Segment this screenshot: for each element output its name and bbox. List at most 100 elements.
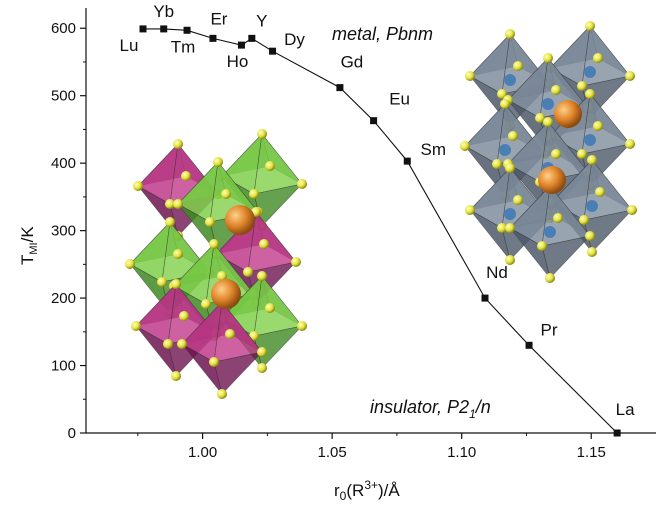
- oxygen-atom: [173, 199, 183, 209]
- oxygen-atom: [593, 53, 603, 63]
- gray-octahedron: [505, 181, 595, 283]
- oxygen-atom: [217, 271, 227, 281]
- y-tick-label: 0: [68, 425, 76, 442]
- point-label-sm: Sm: [421, 140, 447, 159]
- oxygen-atom: [579, 215, 589, 225]
- oxygen-atom: [243, 267, 253, 277]
- oxygen-atom: [221, 189, 231, 199]
- oxygen-atom: [505, 223, 515, 233]
- oxygen-atom: [297, 179, 307, 189]
- oxygen-atom: [225, 329, 235, 339]
- metal-center-atom: [586, 200, 598, 212]
- point-label-er: Er: [210, 9, 227, 28]
- octahedron-face: [253, 133, 303, 195]
- oxygen-atom: [513, 195, 523, 205]
- oxygen-atom: [587, 155, 597, 165]
- oxygen-atom: [165, 217, 175, 227]
- oxygen-atom: [577, 149, 587, 159]
- point-label-nd: Nd: [486, 263, 508, 282]
- point-label-y: Y: [256, 11, 267, 30]
- metal-phase-annotation: metal, Pbnm: [332, 24, 433, 44]
- oxygen-atom: [201, 299, 211, 309]
- oxygen-atom: [585, 89, 595, 99]
- cation-sphere: [554, 100, 582, 128]
- data-point-gd: [336, 84, 344, 92]
- oxygen-atom: [265, 303, 275, 313]
- oxygen-atom: [460, 141, 470, 151]
- point-label-dy: Dy: [284, 30, 305, 49]
- data-point-nd: [481, 294, 489, 302]
- oxygen-atom: [505, 255, 515, 265]
- data-point-sm: [403, 157, 411, 165]
- oxygen-atom: [505, 29, 515, 39]
- point-label-gd: Gd: [341, 53, 364, 72]
- metal-center-atom: [584, 134, 596, 146]
- magenta-octahedron: [177, 297, 267, 399]
- x-tick-label: 1.15: [577, 444, 606, 461]
- data-point-la: [613, 429, 621, 437]
- oxygen-atom: [593, 121, 603, 131]
- data-point-lu: [139, 25, 147, 33]
- oxygen-atom: [545, 273, 555, 283]
- metal-center-atom: [542, 98, 554, 110]
- y-tick-label: 400: [51, 155, 76, 172]
- x-tick-label: 1.00: [188, 444, 217, 461]
- oxygen-atom: [543, 53, 553, 63]
- octahedron-face: [541, 235, 591, 279]
- y-axis-title: TMI/K: [18, 226, 40, 265]
- data-point-eu: [370, 117, 378, 125]
- oxygen-atom: [537, 241, 547, 251]
- oxygen-atom: [585, 231, 595, 241]
- oxygen-atom: [551, 85, 561, 95]
- oxygen-atom: [257, 129, 267, 139]
- data-series: Lu Yb Tm Er Ho Y Dy Gd Eu Sm Nd Pr La: [120, 2, 635, 437]
- oxygen-atom: [181, 171, 191, 181]
- x-axis-title: r0(R3+)/Å: [334, 478, 400, 503]
- oxygen-atom: [465, 71, 475, 81]
- oxygen-atom: [171, 371, 181, 381]
- oxygen-atom: [585, 21, 595, 31]
- oxygen-atom: [133, 181, 143, 191]
- oxygen-atom: [259, 239, 269, 249]
- data-point-y: [248, 34, 256, 42]
- oxygen-atom: [543, 117, 553, 127]
- oxygen-atom: [505, 163, 515, 173]
- data-point-dy: [269, 47, 277, 55]
- oxygen-atom: [625, 71, 635, 81]
- point-label-pr: Pr: [541, 320, 558, 339]
- data-point-tm: [183, 26, 191, 34]
- y-tick-label: 200: [51, 290, 76, 307]
- gray-octahedron: [547, 155, 637, 257]
- oxygen-atom: [209, 357, 219, 367]
- oxygen-atom: [465, 205, 475, 215]
- y-tick-label: 100: [51, 358, 76, 375]
- data-point-er: [209, 34, 217, 42]
- oxygen-atom: [179, 311, 189, 321]
- data-point-ho: [237, 41, 245, 49]
- x-tick-label: 1.05: [318, 444, 347, 461]
- oxygen-atom: [171, 279, 181, 289]
- oxygen-atom: [297, 321, 307, 331]
- oxygen-atom: [265, 161, 275, 171]
- oxygen-atom: [551, 149, 561, 159]
- point-label-tm: Tm: [171, 37, 196, 56]
- cation-sphere: [211, 279, 241, 309]
- oxygen-atom: [131, 321, 141, 331]
- oxygen-atom: [257, 363, 267, 373]
- oxygen-atom: [577, 81, 587, 91]
- gray-perovskite-structure: [460, 21, 637, 283]
- octahedron-face: [213, 351, 263, 395]
- oxygen-atom: [257, 271, 267, 281]
- oxygen-atom: [535, 113, 545, 123]
- metal-center-atom: [504, 208, 516, 220]
- green-octahedron: [173, 157, 263, 259]
- oxygen-atom: [217, 389, 227, 399]
- oxygen-atom: [213, 157, 223, 167]
- point-label-ho: Ho: [227, 52, 249, 71]
- oxygen-atom: [125, 259, 135, 269]
- oxygen-atom: [173, 139, 183, 149]
- oxygen-atom: [173, 249, 183, 259]
- oxygen-atom: [257, 347, 267, 357]
- oxygen-atom: [492, 159, 502, 169]
